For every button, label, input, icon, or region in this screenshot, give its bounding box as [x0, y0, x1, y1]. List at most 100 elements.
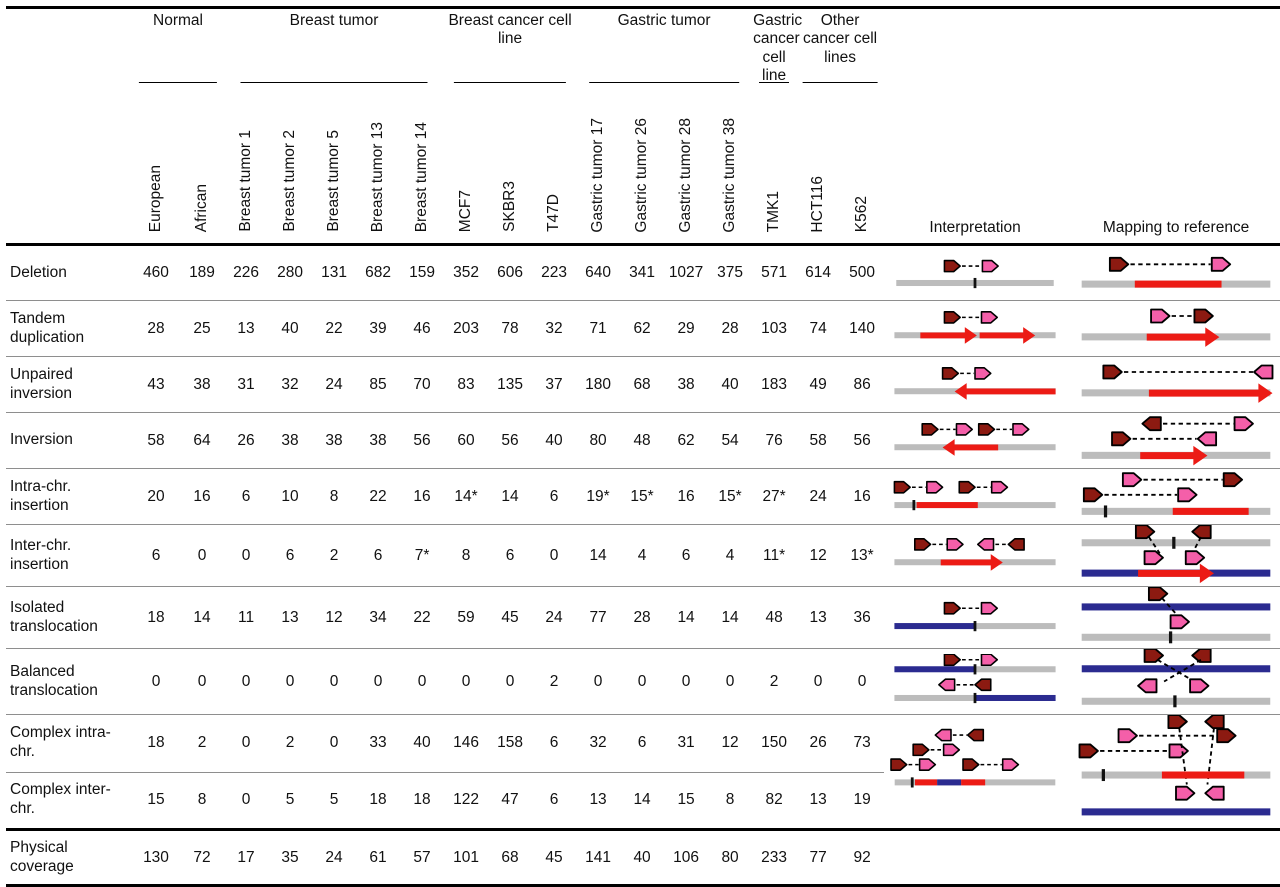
cell-unpaired-inversion-k562: 86: [840, 356, 885, 414]
paper-table-page: Normal Breast tumor Breast cancer cell lin…: [6, 6, 1280, 887]
column-header-label: T47D: [545, 194, 563, 233]
cell-deletion-african: 189: [180, 244, 225, 302]
cell-isolated-translocation-breast-tumor-1: 11: [224, 586, 269, 650]
cell-balanced-translocation-breast-tumor-1: 0: [224, 648, 269, 716]
column-header-label: Gastric tumor 17: [589, 117, 607, 233]
corner-cell: [6, 8, 132, 87]
row-label-balanced-translocation: Balanced translocation: [6, 648, 132, 716]
interpretation-diagram-cell-intra-chr-insertion: [884, 468, 1067, 526]
cell-intra-chr-insertion-breast-tumor-14: 16: [400, 468, 445, 526]
column-header-label: African: [193, 183, 211, 233]
cell-complex-inter-chr-european: 15: [132, 772, 180, 831]
cell-unpaired-inversion-breast-tumor-2: 32: [268, 356, 313, 414]
mapping-diagram-cell-tandem-duplication: [1066, 300, 1280, 358]
cell-complex-inter-chr-t47d: 6: [532, 772, 577, 831]
interpretation-diagram-cell-deletion: [884, 244, 1067, 302]
cell-tandem-duplication-european: 28: [132, 300, 180, 358]
row-label-intra-chr-insertion: Intra-chr. insertion: [6, 468, 132, 526]
cell-tandem-duplication-breast-tumor-2: 40: [268, 300, 313, 358]
group-header-label: Gastric tumor: [617, 12, 711, 29]
tandem-duplication-mapping-diagram: [1081, 308, 1271, 347]
cell-tandem-duplication-breast-tumor-1: 13: [224, 300, 269, 358]
cell-balanced-translocation-breast-tumor-2: 0: [268, 648, 313, 716]
table-header: Normal Breast tumor Breast cancer cell lin…: [6, 8, 1280, 247]
cell-physical-coverage-african: 72: [180, 828, 225, 887]
cell-tandem-duplication-gastric-tumor-38: 28: [708, 300, 753, 358]
column-header-tmk1: TMK1: [752, 86, 797, 247]
cell-tandem-duplication-gastric-tumor-28: 29: [664, 300, 709, 358]
column-header-label: Gastric tumor 38: [721, 117, 739, 233]
complex-intra-chr-mapping-diagram: [1078, 715, 1271, 816]
cell-balanced-translocation-t47d: 2: [532, 648, 577, 716]
cell-tandem-duplication-african: 25: [180, 300, 225, 358]
cell-inversion-breast-tumor-5: 38: [312, 412, 357, 470]
group-header-breast-cancer-cell-line: Breast cancer cell line: [444, 8, 576, 87]
cell-inter-chr-insertion-gastric-tumor-17: 14: [576, 524, 621, 588]
cell-intra-chr-insertion-african: 16: [180, 468, 225, 526]
cell-balanced-translocation-skbr3: 0: [488, 648, 533, 716]
cell-intra-chr-insertion-gastric-tumor-38: 15*: [708, 468, 753, 526]
intra-chr-insertion-interpretation-diagram: [893, 481, 1056, 511]
isolated-translocation-mapping-diagram: [1081, 587, 1271, 644]
cell-complex-inter-chr-breast-tumor-2: 5: [268, 772, 313, 831]
cell-intra-chr-insertion-gastric-tumor-28: 16: [664, 468, 709, 526]
cell-intra-chr-insertion-european: 20: [132, 468, 180, 526]
cell-inter-chr-insertion-tmk1: 11*: [752, 524, 797, 588]
cell-complex-inter-chr-gastric-tumor-17: 13: [576, 772, 621, 831]
group-underline: [240, 82, 428, 84]
cell-complex-intra-chr-gastric-tumor-38: 12: [708, 714, 753, 773]
cell-inter-chr-insertion-breast-tumor-5: 2: [312, 524, 357, 588]
row-label-complex-intra-chr: Complex intra-chr.: [6, 714, 132, 773]
row-label-unpaired-inversion: Unpaired inversion: [6, 356, 132, 414]
cell-inter-chr-insertion-breast-tumor-2: 6: [268, 524, 313, 588]
cell-unpaired-inversion-gastric-tumor-17: 180: [576, 356, 621, 414]
intra-chr-insertion-mapping-diagram: [1081, 471, 1271, 518]
cell-isolated-translocation-breast-tumor-14: 22: [400, 586, 445, 650]
cell-physical-coverage-gastric-tumor-26: 40: [620, 828, 665, 887]
column-header-breast-tumor-5: Breast tumor 5: [312, 86, 357, 247]
cell-complex-intra-chr-hct116: 26: [796, 714, 841, 773]
group-header-row: Normal Breast tumor Breast cancer cell lin…: [6, 8, 1280, 87]
cell-balanced-translocation-hct116: 0: [796, 648, 841, 716]
cell-inversion-t47d: 40: [532, 412, 577, 470]
cell-inversion-gastric-tumor-26: 48: [620, 412, 665, 470]
interpretation-diagram-cell-balanced-translocation: [884, 648, 1067, 716]
row-label-deletion: Deletion: [6, 244, 132, 302]
row-label-spacer: [6, 86, 132, 247]
cell-complex-inter-chr-breast-tumor-13: 18: [356, 772, 401, 831]
table-row-deletion: Deletion 460 189 226 280 131 682 159 352 606 223 64…: [6, 244, 1280, 302]
cell-complex-intra-chr-gastric-tumor-28: 31: [664, 714, 709, 773]
cell-unpaired-inversion-mcf7: 83: [444, 356, 489, 414]
cell-unpaired-inversion-skbr3: 135: [488, 356, 533, 414]
cell-intra-chr-insertion-tmk1: 27*: [752, 468, 797, 526]
cell-deletion-k562: 500: [840, 244, 885, 302]
column-header-label: Breast tumor 5: [325, 130, 343, 233]
cell-deletion-hct116: 614: [796, 244, 841, 302]
mapping-diagram-cell-inversion: [1066, 412, 1280, 470]
mapping-diagram-cell-complex-intra-chr: [1066, 714, 1280, 831]
balanced-translocation-interpretation-diagram: [894, 653, 1056, 703]
group-header-label: Breast tumor: [289, 12, 379, 29]
column-header-label: Breast tumor 2: [281, 130, 299, 233]
cell-isolated-translocation-hct116: 13: [796, 586, 841, 650]
cell-inversion-hct116: 58: [796, 412, 841, 470]
cell-inversion-breast-tumor-2: 38: [268, 412, 313, 470]
cell-deletion-breast-tumor-2: 280: [268, 244, 313, 302]
cell-unpaired-inversion-breast-tumor-1: 31: [224, 356, 269, 414]
cell-unpaired-inversion-breast-tumor-5: 24: [312, 356, 357, 414]
cell-intra-chr-insertion-breast-tumor-5: 8: [312, 468, 357, 526]
cell-inter-chr-insertion-k562: 13*: [840, 524, 885, 588]
table-row-inter-chr-insertion: Inter-chr. insertion 6 0 0 6 2 6 7* 8 6 0 14 4 6 4 11* 1…: [6, 524, 1280, 588]
tandem-duplication-interpretation-diagram: [894, 311, 1056, 344]
cell-inter-chr-insertion-breast-tumor-13: 6: [356, 524, 401, 588]
cell-isolated-translocation-t47d: 24: [532, 586, 577, 650]
cell-deletion-breast-tumor-1: 226: [224, 244, 269, 302]
group-header-label: Normal: [153, 12, 203, 29]
group-underline: [759, 82, 790, 84]
table-row-isolated-translocation: Isolated translocation 18 14 11 13 12 34 22 59 45…: [6, 586, 1280, 650]
cell-deletion-breast-tumor-5: 131: [312, 244, 357, 302]
cell-complex-inter-chr-gastric-tumor-28: 15: [664, 772, 709, 831]
cell-unpaired-inversion-gastric-tumor-28: 38: [664, 356, 709, 414]
cell-complex-intra-chr-gastric-tumor-26: 6: [620, 714, 665, 773]
cell-complex-inter-chr-breast-tumor-5: 5: [312, 772, 357, 831]
